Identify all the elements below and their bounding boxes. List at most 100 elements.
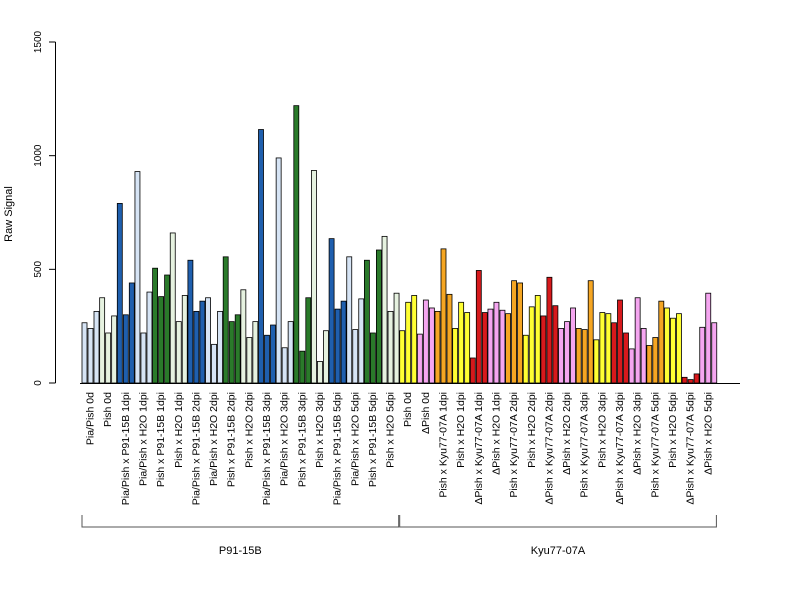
bar bbox=[628, 348, 635, 384]
group-bracket: Kyu77-07A bbox=[399, 515, 717, 557]
bar-group bbox=[434, 248, 453, 384]
category-label: Pish x Kyu77-07A 2dpi bbox=[508, 392, 520, 498]
category-label: Pish x H2O 1dpi bbox=[455, 392, 467, 468]
bar bbox=[681, 376, 688, 384]
bar bbox=[623, 332, 629, 384]
bar bbox=[587, 280, 594, 384]
category-label: ΔPish x H2O 5dpi bbox=[702, 392, 714, 475]
bar bbox=[264, 334, 270, 384]
bar-group bbox=[452, 301, 471, 384]
bar-group bbox=[505, 280, 523, 384]
category-label: Pish 0d bbox=[402, 392, 414, 427]
bar bbox=[222, 256, 229, 384]
group-bracket: P91-15B bbox=[81, 515, 400, 557]
bar bbox=[152, 267, 159, 384]
bar-group bbox=[416, 299, 435, 384]
y-tick-label: 500 bbox=[33, 261, 44, 278]
bar bbox=[217, 310, 223, 384]
bar-group bbox=[346, 256, 365, 384]
bar-group bbox=[275, 157, 294, 384]
category-label: Pia/Pish x H2O 1dpi bbox=[137, 392, 149, 486]
bar bbox=[687, 379, 694, 384]
bar-group bbox=[187, 259, 206, 384]
bar bbox=[670, 317, 676, 384]
bar-group bbox=[152, 267, 171, 384]
bar-group bbox=[575, 280, 594, 384]
bar bbox=[599, 312, 606, 384]
bar-group bbox=[399, 295, 418, 384]
bar bbox=[234, 314, 241, 384]
bar bbox=[211, 343, 217, 384]
bar bbox=[416, 333, 423, 384]
bar-group bbox=[116, 203, 135, 384]
bar bbox=[281, 347, 288, 384]
bar bbox=[352, 329, 359, 384]
category-label: Pia/Pish x P91-15B 1dpi bbox=[120, 392, 132, 505]
bar bbox=[116, 203, 123, 384]
category-label: ΔPish 0d bbox=[420, 392, 432, 434]
bar bbox=[640, 328, 647, 384]
category-label: Pia/Pish x P91-15B 3dpi bbox=[261, 392, 273, 505]
category-label: ΔPish x Kyu77-07A 5dpi bbox=[685, 392, 697, 505]
bar bbox=[428, 307, 435, 384]
category-label: Pish x P91-15B 1dpi bbox=[155, 392, 167, 487]
bar bbox=[540, 315, 547, 384]
category-label: Pish x H2O 2dpi bbox=[526, 392, 538, 468]
bar bbox=[405, 301, 412, 384]
bar bbox=[711, 322, 718, 384]
category-label: Pia/Pish 0d bbox=[85, 392, 97, 445]
y-tick-label: 1000 bbox=[33, 144, 44, 167]
bar bbox=[411, 295, 418, 384]
bar bbox=[564, 321, 570, 384]
bar bbox=[158, 296, 165, 384]
bar bbox=[393, 292, 400, 384]
bar bbox=[440, 248, 447, 384]
bar bbox=[517, 282, 523, 384]
bar bbox=[399, 330, 406, 384]
bar bbox=[287, 321, 294, 384]
bar bbox=[105, 332, 112, 384]
bar bbox=[481, 312, 488, 384]
bar bbox=[175, 321, 182, 384]
category-label: Pia/Pish x P91-15B 5dpi bbox=[332, 392, 344, 505]
bar-group bbox=[540, 276, 559, 384]
bar-group bbox=[558, 307, 576, 384]
bar-group bbox=[699, 292, 718, 384]
bar bbox=[328, 238, 335, 384]
group-bracket-line bbox=[399, 515, 717, 528]
group-bracket-line bbox=[81, 515, 400, 528]
bar bbox=[252, 321, 259, 384]
bar bbox=[369, 332, 376, 384]
category-label: Pia/Pish x H2O 5dpi bbox=[349, 392, 361, 486]
bar bbox=[464, 312, 471, 384]
bar bbox=[375, 249, 382, 384]
category-label: Pish x Kyu77-07A 1dpi bbox=[438, 392, 450, 498]
group-label: P91-15B bbox=[219, 545, 262, 557]
category-label: ΔPish x H2O 3dpi bbox=[632, 392, 644, 475]
bar bbox=[340, 300, 347, 384]
bar bbox=[363, 259, 370, 384]
bar bbox=[199, 300, 206, 384]
bar bbox=[534, 295, 541, 384]
y-tick-label: 1500 bbox=[33, 30, 44, 53]
category-label: Pish x Kyu77-07A 3dpi bbox=[579, 392, 591, 498]
bar bbox=[505, 313, 512, 384]
bar bbox=[111, 315, 118, 384]
bar bbox=[358, 298, 365, 384]
bar-group bbox=[522, 295, 541, 384]
bar bbox=[475, 270, 482, 384]
bar bbox=[487, 308, 494, 384]
bar bbox=[146, 291, 153, 384]
bar bbox=[658, 300, 665, 384]
bar-group bbox=[363, 249, 382, 384]
bar-group bbox=[205, 297, 223, 384]
bar bbox=[181, 295, 188, 384]
bar bbox=[499, 309, 506, 384]
bar bbox=[134, 171, 141, 384]
bar bbox=[646, 345, 653, 384]
bar bbox=[99, 297, 106, 384]
category-label: Pish x H2O 3dpi bbox=[596, 392, 608, 468]
category-label: Pish x P91-15B 2dpi bbox=[226, 392, 238, 487]
